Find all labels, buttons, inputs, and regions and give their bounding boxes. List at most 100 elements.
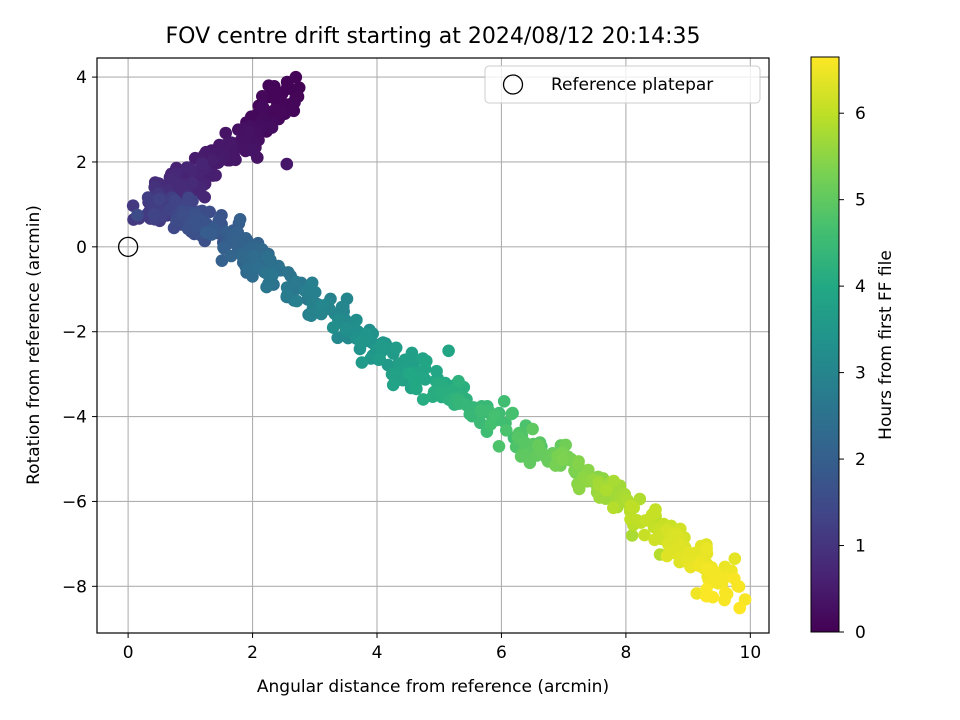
data-point <box>719 586 732 599</box>
data-point <box>386 378 400 392</box>
data-point <box>181 194 195 208</box>
legend-box <box>484 65 761 104</box>
legend: Reference platepar <box>484 65 761 104</box>
x-tick-label: 10 <box>740 643 762 663</box>
y-tick-label: 4 <box>76 68 87 88</box>
data-point <box>203 205 216 219</box>
y-tick-label: 2 <box>76 153 87 173</box>
colorbar-tick-label: 2 <box>855 450 866 470</box>
reference-marker <box>117 236 139 257</box>
data-point <box>304 309 318 323</box>
data-point <box>355 356 369 369</box>
data-point <box>708 566 722 579</box>
data-point <box>239 232 253 245</box>
reference-platepar-marker <box>117 236 139 257</box>
data-point <box>374 339 388 353</box>
x-axis-ticks: 0 2 4 6 8 10 <box>123 633 761 663</box>
data-point <box>148 208 161 221</box>
y-tick-label: −4 <box>62 408 87 428</box>
legend-reference-marker <box>502 74 524 95</box>
data-point <box>255 90 269 103</box>
data-point <box>607 474 620 488</box>
y-tick-label: −6 <box>62 492 87 512</box>
y-axis-label: Rotation from reference (arcmin) <box>24 205 44 485</box>
colorbar-ticks: 0 1 2 3 4 5 6 <box>839 104 866 643</box>
colorbar-tick-label: 5 <box>855 191 866 211</box>
data-points <box>126 70 752 615</box>
data-point <box>260 280 273 294</box>
data-point <box>219 126 232 140</box>
data-point <box>290 294 304 308</box>
data-point <box>732 580 746 593</box>
colorbar-gradient <box>810 56 840 633</box>
data-point <box>373 352 387 366</box>
data-point <box>572 457 585 471</box>
data-point <box>256 100 270 114</box>
data-point <box>195 157 209 170</box>
data-point <box>420 354 433 368</box>
data-point <box>233 213 247 226</box>
data-point <box>265 121 279 134</box>
data-point <box>572 482 586 496</box>
data-point <box>205 228 218 241</box>
data-point <box>497 395 511 408</box>
x-tick-label: 6 <box>496 643 507 663</box>
data-point <box>266 268 279 282</box>
x-tick-label: 4 <box>372 643 383 663</box>
data-point <box>717 571 731 585</box>
data-point <box>280 157 294 171</box>
y-tick-label: −8 <box>62 577 87 597</box>
data-point <box>690 587 704 600</box>
data-point <box>264 253 277 267</box>
y-tick-label: 0 <box>76 238 87 258</box>
data-point <box>274 105 288 119</box>
data-point <box>488 409 502 422</box>
data-point <box>673 538 687 551</box>
data-point <box>442 344 455 358</box>
data-point <box>648 506 662 519</box>
y-axis-ticks: −8 −6 −4 −2 0 2 4 <box>62 68 97 597</box>
data-point <box>600 483 613 497</box>
data-point <box>289 70 303 84</box>
data-point <box>388 368 401 382</box>
chart-title: FOV centre drift starting at 2024/08/12 … <box>166 24 701 49</box>
data-point <box>733 601 746 615</box>
data-point <box>308 286 322 299</box>
data-point <box>526 422 539 436</box>
legend-entry-reference-platepar: Reference platepar <box>551 75 713 95</box>
data-point <box>403 367 417 381</box>
data-point <box>340 322 353 335</box>
y-tick-label: −2 <box>62 323 87 343</box>
data-point <box>409 380 423 394</box>
data-point <box>215 153 229 166</box>
data-point <box>624 513 637 526</box>
data-point <box>556 453 569 466</box>
x-tick-label: 8 <box>620 643 631 663</box>
data-point <box>190 219 203 232</box>
data-point <box>500 424 513 437</box>
data-point <box>205 153 218 167</box>
data-point <box>418 373 432 386</box>
data-point <box>389 341 403 355</box>
data-point <box>607 501 620 515</box>
data-point <box>474 416 487 430</box>
data-point <box>505 407 518 421</box>
data-point <box>229 153 242 167</box>
x-axis-label: Angular distance from reference (arcmin) <box>257 677 609 697</box>
data-point <box>185 163 199 177</box>
data-point <box>474 404 488 418</box>
colorbar-tick-label: 1 <box>855 537 866 557</box>
x-tick-label: 2 <box>247 643 258 663</box>
data-point <box>700 542 713 555</box>
data-point <box>625 529 639 542</box>
data-point <box>405 346 419 360</box>
colorbar-tick-label: 3 <box>855 364 866 384</box>
data-point <box>416 393 430 406</box>
data-point <box>247 249 261 263</box>
data-point <box>215 254 229 267</box>
data-point <box>638 528 651 542</box>
colorbar-tick-label: 0 <box>855 623 866 643</box>
data-point <box>240 132 253 146</box>
colorbar: 0 1 2 3 4 5 6 Hours from first FF file <box>810 56 896 643</box>
